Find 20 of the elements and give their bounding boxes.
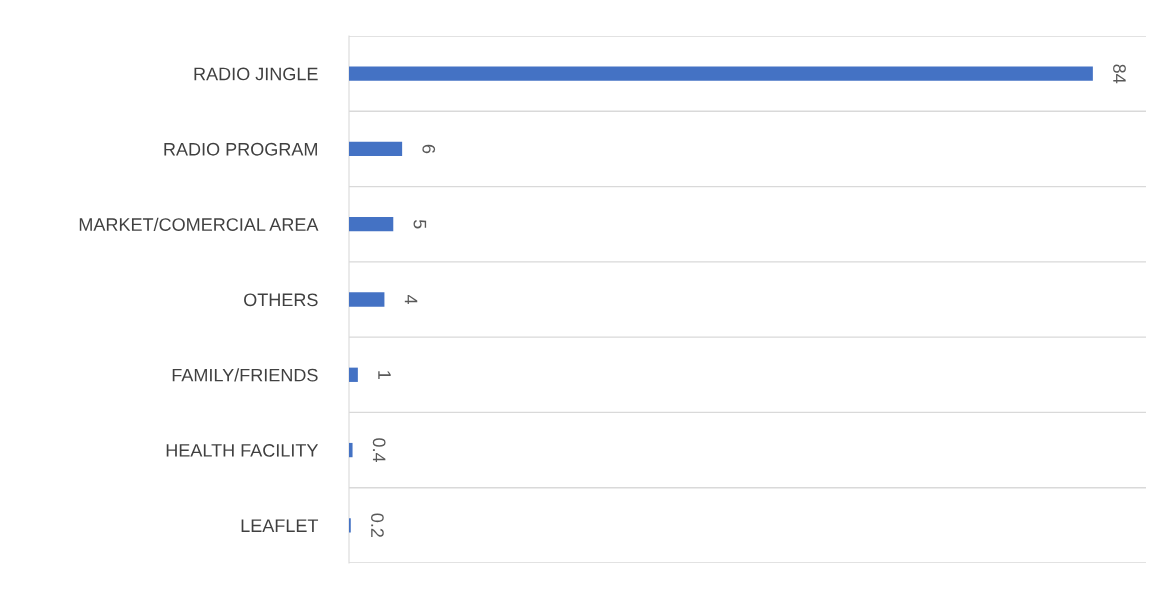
y-tick-label: RADIO PROGRAM xyxy=(164,142,317,156)
bar xyxy=(349,292,385,307)
data-label: 6 xyxy=(422,144,436,154)
bar xyxy=(349,141,403,157)
data-label: 84 xyxy=(1113,64,1126,84)
y-tick-label: LEAFLET xyxy=(241,519,319,532)
data-label: 4 xyxy=(404,294,418,304)
data-label: 0.4 xyxy=(372,438,386,463)
bar xyxy=(349,442,353,458)
y-tick-label: RADIO JINGLE xyxy=(194,67,318,81)
y-tick-label: MARKET/COMERCIAL AREA xyxy=(79,217,319,231)
y-tick-label: OTHERS xyxy=(244,293,318,307)
y-tick-label: FAMILY/FRIENDS xyxy=(172,368,318,382)
data-label: 5 xyxy=(413,219,427,229)
bar xyxy=(349,217,394,232)
y-tick-label: HEALTH FACILITY xyxy=(166,444,319,457)
data-label: 1 xyxy=(378,371,391,379)
data-label: 0.2 xyxy=(371,513,384,537)
bar xyxy=(349,367,358,382)
bar xyxy=(349,66,1093,81)
